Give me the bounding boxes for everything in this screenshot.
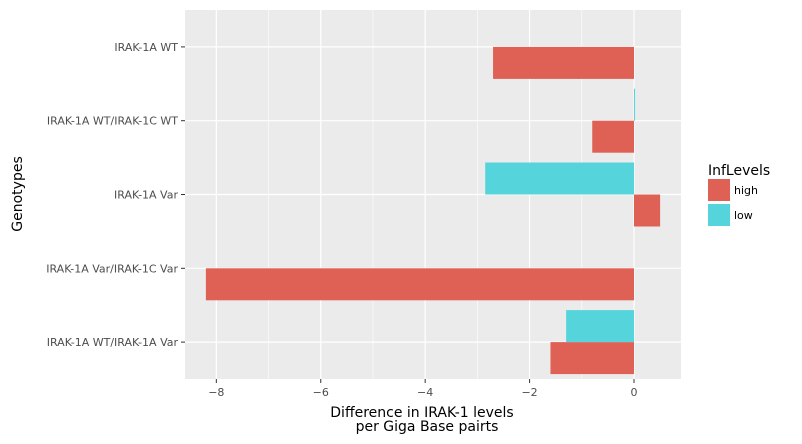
bar-high-3 — [634, 194, 661, 227]
bar-low-2 — [634, 88, 636, 121]
bar-high-5 — [550, 342, 635, 375]
x-axis-title-line2: per Giga Base pairts — [356, 419, 499, 435]
y-axis-ticks: IRAK-1A WT IRAK-1A WT/IRAK-1C WT IRAK-1A V… — [46, 41, 185, 349]
x-axis-ticks: −8 −6 −4 −2 0 — [208, 379, 638, 399]
x-tick-label: −2 — [521, 386, 537, 399]
x-tick-label: 0 — [631, 386, 638, 399]
y-tick-label: IRAK-1A WT — [114, 41, 178, 54]
legend-title: InfLevels — [708, 163, 770, 179]
y-tick-label: IRAK-1A WT/IRAK-1C WT — [47, 115, 178, 128]
x-tick-label: −4 — [417, 386, 433, 399]
bar-low-3 — [485, 162, 635, 195]
x-axis-title-line1: Difference in IRAK-1 levels — [330, 405, 513, 421]
y-tick-label: IRAK-1A WT/IRAK-1A Var — [47, 336, 179, 349]
y-tick-label: IRAK-1A Var — [114, 189, 178, 202]
legend-swatch-low — [708, 204, 730, 226]
bar-high-2 — [592, 120, 635, 153]
x-tick-label: −6 — [313, 386, 329, 399]
bar-low-5 — [566, 310, 635, 343]
y-tick-label: IRAK-1A Var/IRAK-1C Var — [46, 262, 178, 275]
legend: InfLevels high low — [708, 163, 770, 226]
legend-swatch-high — [708, 179, 730, 201]
y-axis-title: Genotypes — [10, 156, 26, 231]
bar-high-1 — [493, 46, 635, 79]
x-tick-label: −8 — [208, 386, 224, 399]
bar-high-4 — [205, 268, 635, 301]
legend-label-high: high — [734, 184, 758, 197]
bars — [205, 46, 661, 375]
legend-label-low: low — [734, 209, 753, 222]
